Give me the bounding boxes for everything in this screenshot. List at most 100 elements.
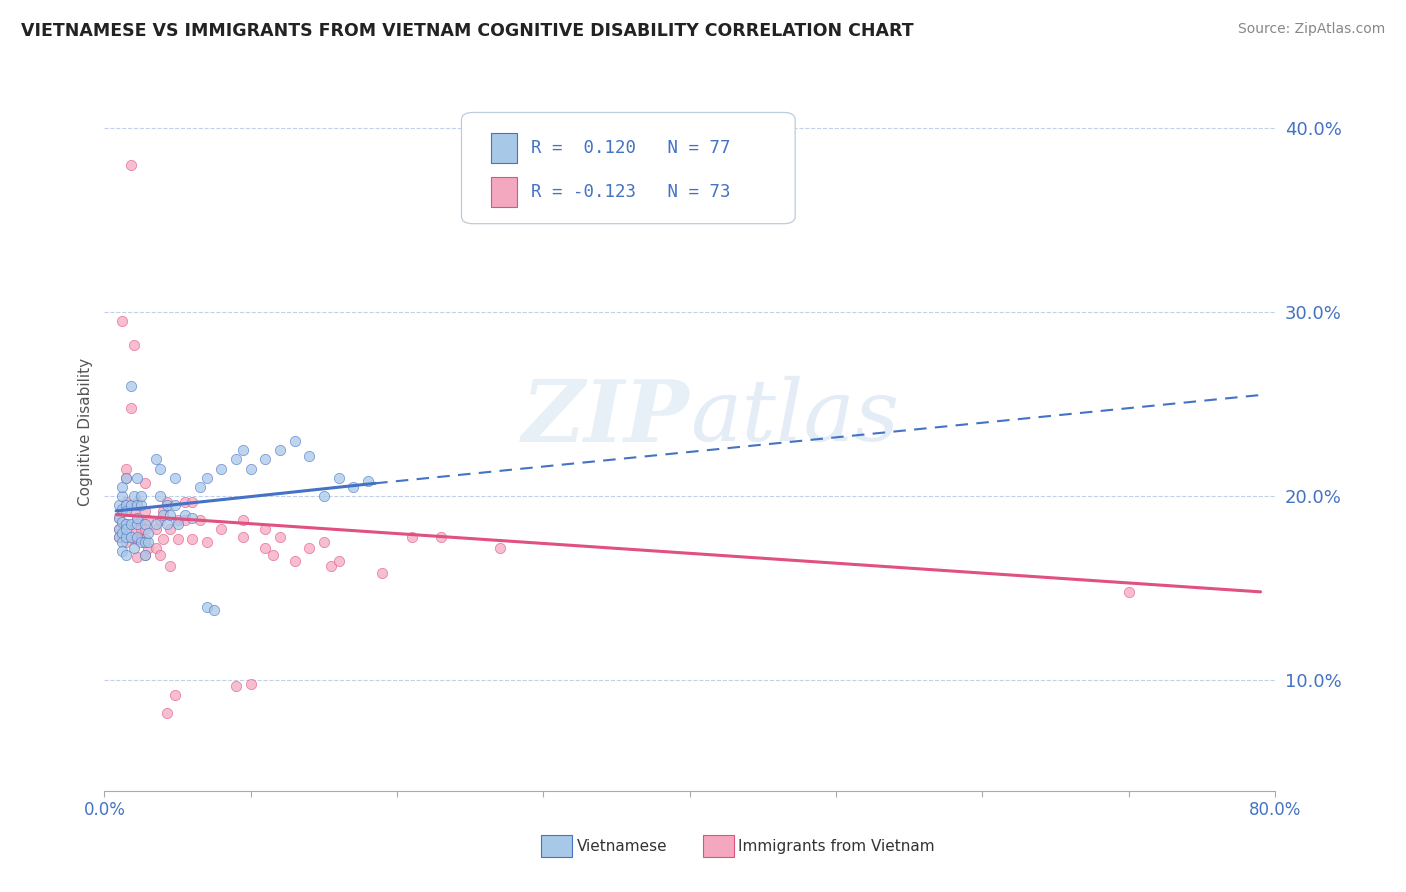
Point — [120, 499, 142, 513]
Point — [195, 535, 218, 549]
Point — [254, 522, 277, 536]
Point — [111, 480, 134, 494]
Point — [312, 535, 335, 549]
Point — [120, 530, 142, 544]
Point — [129, 513, 152, 527]
Point — [181, 532, 204, 546]
Point — [111, 504, 134, 518]
Point — [115, 548, 138, 562]
Point — [312, 489, 335, 503]
Point — [163, 471, 186, 485]
Point — [430, 530, 453, 544]
Point — [129, 499, 152, 513]
Point — [115, 516, 138, 531]
Point — [254, 541, 277, 555]
Point — [156, 516, 179, 531]
Point — [321, 559, 343, 574]
Point — [149, 489, 172, 503]
Point — [111, 502, 134, 516]
Point — [159, 559, 181, 574]
Point — [269, 530, 291, 544]
Point — [129, 532, 152, 546]
Point — [136, 535, 159, 549]
Point — [136, 526, 159, 541]
Text: ZIP: ZIP — [522, 376, 690, 459]
Point — [232, 513, 254, 527]
Point — [108, 499, 131, 513]
Point — [211, 522, 233, 536]
Point — [108, 530, 131, 544]
Point — [108, 511, 131, 525]
Point — [115, 471, 138, 485]
Y-axis label: Cognitive Disability: Cognitive Disability — [79, 358, 93, 506]
Point — [298, 541, 321, 555]
Point — [145, 452, 167, 467]
Point — [166, 516, 188, 531]
Text: R =  0.120   N = 77: R = 0.120 N = 77 — [530, 139, 730, 157]
Point — [149, 461, 172, 475]
Point — [122, 504, 145, 518]
Point — [129, 535, 152, 549]
Point — [225, 452, 247, 467]
Text: Immigrants from Vietnam: Immigrants from Vietnam — [738, 838, 935, 854]
Point — [125, 511, 148, 525]
Point — [108, 511, 131, 525]
Point — [371, 566, 394, 581]
Point — [328, 553, 350, 567]
Point — [211, 461, 233, 475]
Point — [122, 338, 145, 352]
Bar — [491, 133, 516, 163]
Point — [232, 443, 254, 458]
Point — [125, 494, 148, 508]
Point — [125, 499, 148, 513]
Point — [188, 513, 211, 527]
Point — [145, 522, 167, 536]
Text: Source: ZipAtlas.com: Source: ZipAtlas.com — [1237, 22, 1385, 37]
Text: VIETNAMESE VS IMMIGRANTS FROM VIETNAM COGNITIVE DISABILITY CORRELATION CHART: VIETNAMESE VS IMMIGRANTS FROM VIETNAM CO… — [21, 22, 914, 40]
Point — [120, 158, 142, 172]
Point — [134, 535, 156, 549]
Point — [108, 522, 131, 536]
Point — [134, 516, 156, 531]
Point — [262, 548, 284, 562]
Point — [328, 471, 350, 485]
Point — [357, 475, 380, 489]
Point — [254, 452, 277, 467]
Text: atlas: atlas — [690, 376, 898, 458]
Point — [401, 530, 423, 544]
Point — [125, 513, 148, 527]
Bar — [491, 177, 516, 207]
Point — [115, 494, 138, 508]
Point — [129, 522, 152, 536]
Point — [115, 499, 138, 513]
Point — [156, 494, 179, 508]
FancyBboxPatch shape — [461, 112, 796, 224]
Point — [120, 401, 142, 415]
Text: Vietnamese: Vietnamese — [576, 838, 666, 854]
Point — [173, 513, 195, 527]
Point — [181, 494, 204, 508]
Point — [115, 504, 138, 518]
Point — [125, 532, 148, 546]
Point — [120, 516, 142, 531]
Point — [195, 599, 218, 614]
Point — [166, 513, 188, 527]
Point — [115, 461, 138, 475]
Point — [166, 532, 188, 546]
Point — [125, 530, 148, 544]
Point — [125, 549, 148, 564]
Point — [115, 522, 138, 536]
Point — [111, 544, 134, 558]
Point — [232, 530, 254, 544]
Point — [173, 494, 195, 508]
Point — [163, 688, 186, 702]
Point — [173, 508, 195, 522]
Point — [156, 499, 179, 513]
Point — [111, 489, 134, 503]
Point — [145, 516, 167, 531]
Point — [111, 314, 134, 328]
Point — [149, 513, 172, 527]
Point — [152, 532, 174, 546]
Point — [125, 522, 148, 536]
Point — [488, 541, 510, 555]
